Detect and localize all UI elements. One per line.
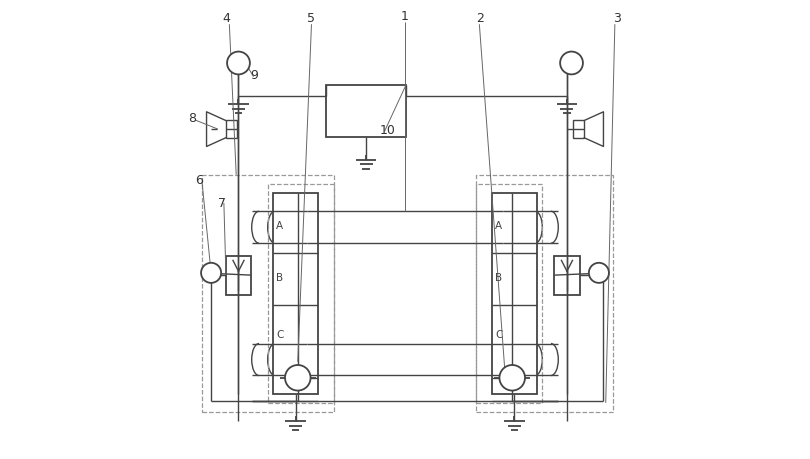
Text: 7: 7 — [218, 197, 226, 210]
Text: 3: 3 — [612, 12, 620, 25]
Bar — [326, 84, 406, 137]
Text: C: C — [496, 330, 503, 340]
Bar — [226, 120, 237, 138]
Text: 4: 4 — [223, 12, 230, 25]
Circle shape — [201, 263, 221, 283]
Text: 2: 2 — [475, 12, 484, 25]
Text: B: B — [276, 273, 284, 283]
Text: 8: 8 — [188, 112, 196, 125]
Text: 10: 10 — [380, 123, 396, 137]
Bar — [475, 184, 542, 403]
Bar — [268, 184, 335, 403]
Circle shape — [285, 365, 310, 391]
Text: 1: 1 — [401, 10, 409, 22]
Circle shape — [561, 51, 583, 74]
Circle shape — [227, 51, 249, 74]
Text: 9: 9 — [249, 69, 258, 82]
Text: 5: 5 — [307, 12, 315, 25]
Circle shape — [500, 365, 525, 391]
Bar — [475, 175, 612, 412]
Bar — [573, 120, 584, 138]
Text: 6: 6 — [195, 174, 203, 187]
Text: C: C — [276, 330, 284, 340]
Bar — [202, 175, 335, 412]
Bar — [273, 193, 318, 394]
Bar — [492, 193, 537, 394]
Text: A: A — [276, 221, 284, 231]
Bar — [226, 256, 251, 295]
Bar — [554, 256, 579, 295]
Text: B: B — [496, 273, 502, 283]
Text: A: A — [496, 221, 502, 231]
Circle shape — [589, 263, 609, 283]
